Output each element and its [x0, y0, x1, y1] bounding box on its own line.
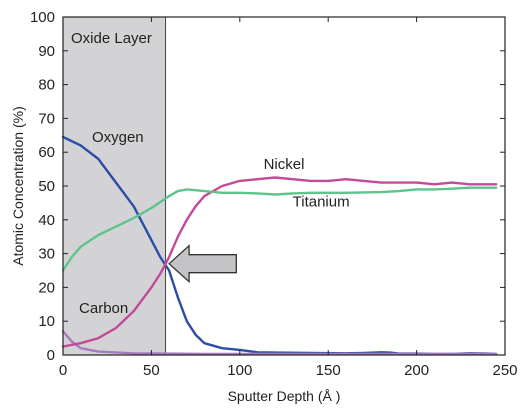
y-tick-label: 80 — [38, 77, 55, 94]
oxide-layer-label: Oxide Layer — [71, 30, 152, 47]
left-arrow — [168, 244, 237, 284]
y-tick-label: 100 — [30, 9, 55, 26]
y-tick-label: 0 — [47, 347, 55, 364]
y-tick-label: 60 — [38, 144, 55, 161]
x-tick-label: 0 — [59, 362, 67, 379]
y-tick-label: 40 — [38, 212, 55, 229]
y-tick-label: 20 — [38, 279, 55, 296]
x-axis-title: Sputter Depth (Å ) — [228, 388, 341, 404]
y-tick-label: 70 — [38, 110, 55, 127]
y-tick-label: 30 — [38, 246, 55, 263]
series-line-nickel — [61, 176, 498, 348]
annotation-titanium: Titanium — [293, 193, 350, 210]
x-tick-label: 150 — [316, 362, 341, 379]
y-tick-label: 90 — [38, 43, 55, 60]
series-line-titanium — [61, 186, 498, 272]
annotation-nickel: Nickel — [264, 156, 305, 173]
y-tick-label: 10 — [38, 313, 55, 330]
annotation-oxygen: Oxygen — [92, 129, 144, 146]
y-tick-label: 50 — [38, 178, 55, 195]
series-line-carbon — [61, 330, 498, 356]
x-tick-label: 100 — [227, 362, 252, 379]
x-tick-label: 50 — [143, 362, 160, 379]
y-axis-title: Atomic Concentration (%) — [10, 106, 26, 266]
x-tick-label: 200 — [404, 362, 429, 379]
plot-area: Oxide Layer Oxygen Nickel Titanium Carbon 0 50… — [30, 9, 518, 379]
x-tick-label: 250 — [492, 362, 517, 379]
oxide-layer-region — [63, 17, 166, 355]
annotation-carbon: Carbon — [79, 300, 128, 317]
